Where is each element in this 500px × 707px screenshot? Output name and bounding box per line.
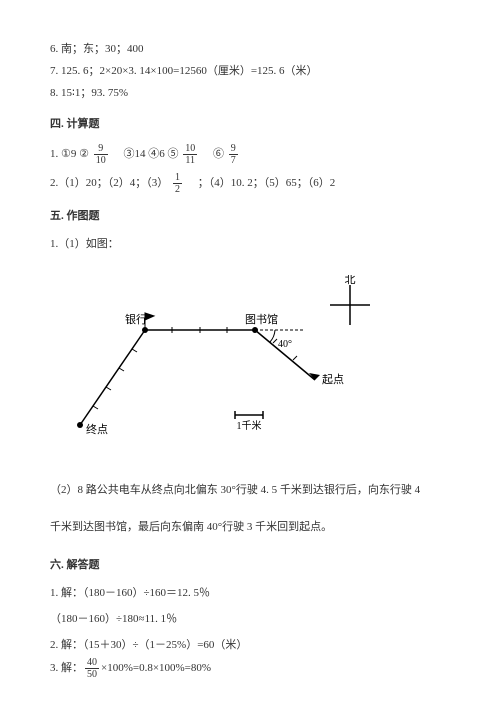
section-6-title: 六. 解答题 xyxy=(50,556,450,576)
answer-line-8: 8. 15∶1；93. 75% xyxy=(50,84,450,104)
q6-3b: ×100%=0.8×100%=80% xyxy=(101,662,211,674)
frac-1-2: 1 2 xyxy=(173,172,182,195)
section-4-title: 四. 计算题 xyxy=(50,115,450,135)
q6-1a: 1. 解：（180－160）÷160＝12. 5％ xyxy=(50,584,450,604)
frac-num: 40 xyxy=(85,657,99,669)
frac-num: 9 xyxy=(94,143,108,155)
q4-2-p1: 2.（1）20；（2）4；（3） xyxy=(50,177,168,189)
frac-den: 11 xyxy=(183,155,197,166)
q4-1-p1: 1. ①9 ② xyxy=(50,148,89,160)
answer-line-7: 7. 125. 6；2×20×3. 14×100=12560（厘米）=125. … xyxy=(50,62,450,82)
label-bank: 银行 xyxy=(125,312,147,326)
diagram-svg: 北 xyxy=(50,275,390,445)
frac-40-50: 40 50 xyxy=(85,657,99,680)
frac-den: 7 xyxy=(229,155,238,166)
frac-den: 10 xyxy=(94,155,108,166)
q6-1b: （180－160）÷180≈11. 1％ xyxy=(50,610,450,630)
q4-1: 1. ①9 ② 9 10 ③14 ④6 ⑤ 10 11 ⑥ 9 7 xyxy=(50,143,450,166)
q6-3: 3. 解： 40 50 ×100%=0.8×100%=80% xyxy=(50,657,450,680)
answer-line-6: 6. 南；东；30；400 xyxy=(50,40,450,60)
q5-1: 1.（1）如图： xyxy=(50,235,450,255)
section-5-title: 五. 作图题 xyxy=(50,207,450,227)
frac-num: 10 xyxy=(183,143,197,155)
q6-2: 2. 解：（15＋30）÷（1－25%）=60（米） xyxy=(50,636,450,656)
label-library: 图书馆 xyxy=(245,312,278,326)
label-angle: 40° xyxy=(278,339,292,350)
q4-1-p2: ③14 ④6 ⑤ xyxy=(112,148,178,160)
q4-1-p3: ⑥ xyxy=(202,148,224,160)
frac-9-7: 9 7 xyxy=(229,143,238,166)
label-end: 终点 xyxy=(86,422,108,436)
label-start: 起点 xyxy=(322,373,344,386)
q4-2: 2.（1）20；（2）4；（3） 1 2 ；（4）10. 2；（5）65；（6）… xyxy=(50,172,450,195)
frac-9-10: 9 10 xyxy=(94,143,108,166)
frac-10-11: 10 11 xyxy=(183,143,197,166)
route-diagram: 北 xyxy=(50,275,450,453)
q5-desc-a: （2）8 路公共电车从终点向北偏东 30°行驶 4. 5 千米到达银行后，向东行… xyxy=(50,481,450,501)
label-scale: 1千米 xyxy=(237,419,262,432)
frac-num: 9 xyxy=(229,143,238,155)
frac-den: 50 xyxy=(85,669,99,680)
q4-2-p2: ；（4）10. 2；（5）65；（6）2 xyxy=(187,177,336,189)
q5-desc-b: 千米到达图书馆，最后向东偏南 40°行驶 3 千米回到起点。 xyxy=(50,518,450,538)
frac-num: 1 xyxy=(173,172,182,184)
frac-den: 2 xyxy=(173,184,182,195)
q6-3a: 3. 解： xyxy=(50,662,83,674)
label-north: 北 xyxy=(345,275,356,286)
